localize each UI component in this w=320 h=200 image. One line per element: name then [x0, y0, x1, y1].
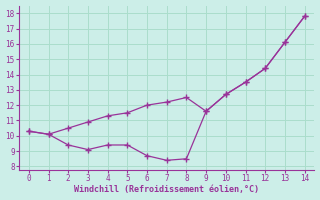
X-axis label: Windchill (Refroidissement éolien,°C): Windchill (Refroidissement éolien,°C)	[74, 185, 259, 194]
